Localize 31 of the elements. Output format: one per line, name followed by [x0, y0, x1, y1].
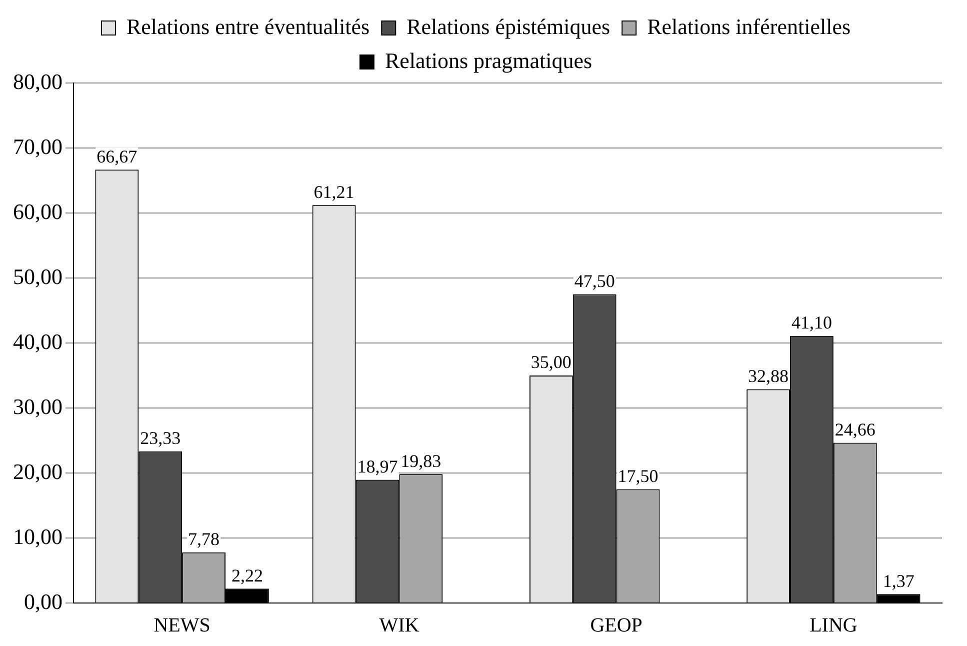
y-tick-label: 80,00	[13, 68, 62, 94]
y-tick-label: 60,00	[13, 198, 62, 224]
legend-label: Relations entre éventualités	[126, 14, 370, 39]
y-tick-label: 70,00	[13, 134, 62, 159]
legend-label: Relations inférentielles	[647, 14, 851, 39]
x-tick-label: GEOP	[590, 614, 642, 636]
data-label: 17,50	[618, 466, 658, 486]
data-label: 23,33	[140, 428, 181, 448]
y-tick-label: 50,00	[13, 264, 62, 289]
y-tick-label: 10,00	[13, 524, 62, 549]
data-label: 47,50	[574, 270, 615, 291]
x-tick-label: WIK	[379, 614, 420, 636]
y-tick-label: 40,00	[13, 328, 62, 354]
data-label: 24,66	[834, 419, 876, 440]
data-label: 7,78	[188, 529, 220, 550]
y-tick-label: 20,00	[13, 458, 62, 484]
data-label: 1,37	[882, 570, 914, 591]
data-label: 2,22	[231, 565, 263, 586]
y-tick-label: 0,00	[24, 588, 62, 614]
data-label: 61,21	[314, 182, 354, 202]
x-tick-label: NEWS	[154, 614, 210, 636]
data-label: 66,67	[96, 146, 138, 166]
legend-label: Relations pragmatiques	[384, 48, 592, 73]
data-label: 41,10	[791, 312, 832, 333]
legend-label: Relations épistémiques	[406, 14, 610, 39]
data-label: 35,00	[530, 352, 572, 372]
data-label: 19,83	[400, 450, 442, 471]
y-tick-label: 30,00	[13, 394, 62, 419]
data-label: 18,97	[357, 456, 398, 476]
data-label: 32,88	[748, 366, 789, 386]
x-tick-label: LING	[810, 614, 858, 636]
